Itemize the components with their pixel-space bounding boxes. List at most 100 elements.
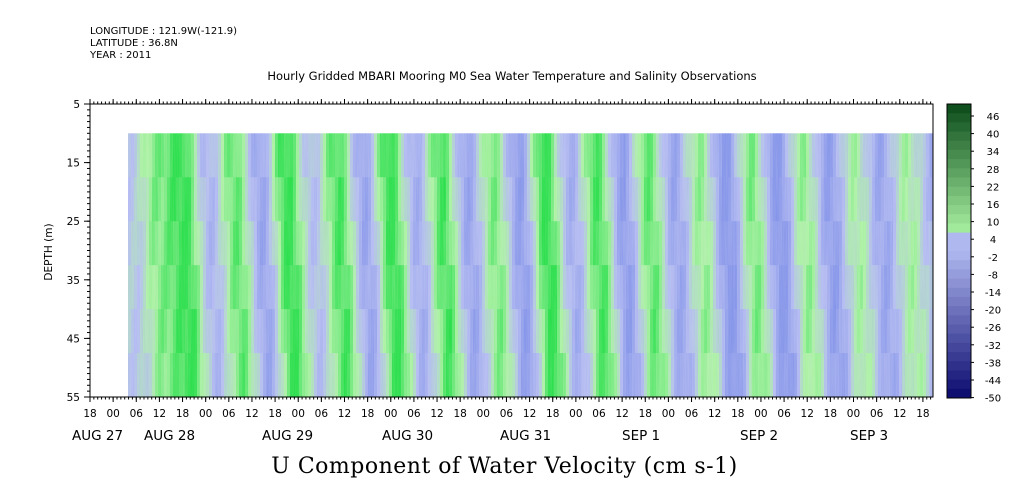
x-tick-label: 00: [847, 408, 860, 420]
x-tick-label: 06: [685, 408, 699, 420]
heatmap-cell: [929, 309, 933, 354]
colorbar-label: -32: [985, 341, 1001, 352]
colorbar-label: -44: [985, 376, 1001, 387]
x-tick-label: 18: [176, 408, 189, 420]
colorbar-segment: [947, 232, 971, 243]
colorbar-label: 28: [987, 165, 1000, 176]
x-tick-label: 00: [292, 408, 305, 420]
colorbar-label: 10: [987, 218, 1000, 229]
x-tick-label: 00: [477, 408, 490, 420]
x-axis-title: U Component of Water Velocity (cm s-1): [271, 454, 738, 479]
colorbar-segment: [947, 296, 971, 307]
heatmap-cell: [929, 221, 933, 266]
x-tick-label: 06: [130, 408, 144, 420]
year-label: YEAR : 2011: [90, 50, 152, 61]
colorbar-frame: [946, 103, 972, 399]
x-tick-label: 18: [731, 408, 744, 420]
colorbar-label: -8: [988, 270, 998, 281]
y-tick-label: 5: [73, 99, 80, 111]
y-tick-label: 55: [67, 392, 80, 404]
x-date-label: AUG 30: [382, 428, 433, 444]
colorbar-label: 40: [987, 130, 1000, 141]
colorbar-segment: [947, 388, 971, 399]
x-tick-label: 12: [245, 408, 258, 420]
colorbar-label: -2: [988, 253, 998, 264]
y-tick-label: 35: [67, 275, 80, 287]
x-tick-label: 18: [83, 408, 96, 420]
colorbar-segment: [947, 370, 971, 381]
colorbar-label: 34: [987, 147, 1000, 158]
x-date-label: AUG 28: [144, 428, 195, 444]
y-axis-label: DEPTH (m): [43, 223, 55, 280]
colorbar-segment: [947, 131, 971, 142]
heatmap-cell: [929, 353, 933, 398]
colorbar-label: -20: [985, 306, 1001, 317]
x-tick-label: 00: [384, 408, 397, 420]
x-tick-label: 06: [592, 408, 606, 420]
x-tick-label: 12: [801, 408, 814, 420]
colorbar-segment: [947, 223, 971, 234]
colorbar-segment: [947, 205, 971, 215]
x-date-label: SEP 3: [850, 428, 888, 444]
colorbar-segment: [947, 287, 971, 298]
x-tick-label: 00: [569, 408, 582, 420]
x-tick-label: 12: [523, 408, 536, 420]
x-tick-label: 12: [338, 408, 351, 420]
x-tick-label: 00: [754, 408, 767, 420]
colorbar-segment: [947, 113, 971, 123]
x-tick-label: 18: [916, 408, 929, 420]
colorbar-segment: [947, 352, 971, 362]
colorbar-label: 22: [987, 182, 1000, 193]
colorbar-segment: [947, 159, 971, 169]
colorbar-segment: [947, 379, 971, 390]
colorbar-segment: [947, 306, 971, 316]
x-tick-label: 00: [106, 408, 119, 420]
colorbar-segment: [947, 269, 971, 280]
colorbar-label: -50: [985, 394, 1001, 405]
x-tick-label: 06: [315, 408, 329, 420]
x-tick-label: 06: [870, 408, 884, 420]
colorbar-segment: [947, 260, 971, 270]
colorbar-label: -14: [985, 288, 1001, 299]
x-tick-label: 18: [361, 408, 374, 420]
x-tick-label: 06: [777, 408, 791, 420]
x-tick-label: 06: [222, 408, 236, 420]
x-tick-label: 06: [500, 408, 514, 420]
colorbar-segment: [947, 214, 971, 224]
colorbar-segment: [947, 168, 971, 178]
heatmap-cell: [929, 265, 933, 310]
longitude-label: LONGITUDE : 121.9W(-121.9): [90, 26, 237, 37]
x-date-label: AUG 27: [72, 428, 123, 444]
x-date-label: SEP 1: [622, 428, 660, 444]
x-tick-label: 18: [453, 408, 466, 420]
colorbar-segment: [947, 342, 971, 353]
heatmap-cell: [929, 133, 933, 178]
colorbar-label: -38: [985, 358, 1001, 369]
colorbar-segment: [947, 140, 971, 151]
y-tick-label: 45: [67, 333, 80, 345]
colorbar-segment: [947, 333, 971, 344]
colorbar-segment: [947, 149, 971, 160]
colorbar: 46 40 34 28 22 16 10 4 -2 -8 -14 -20 -26 -32 -38 -44 -50: [946, 103, 1001, 405]
colorbar-segment: [947, 315, 971, 325]
latitude-label: LATITUDE : 36.8N: [90, 38, 178, 49]
x-tick-label: 12: [708, 408, 721, 420]
heatmap-cell: [929, 177, 933, 222]
heatmap-texture: [128, 133, 930, 398]
x-tick-label: 00: [199, 408, 212, 420]
chart-title: Hourly Gridded MBARI Mooring M0 Sea Wate…: [267, 69, 756, 83]
x-tick-label: 18: [824, 408, 837, 420]
x-date-label: SEP 2: [740, 428, 778, 444]
x-date-label: AUG 29: [262, 428, 313, 444]
colorbar-segment: [947, 361, 971, 371]
colorbar-segment: [947, 195, 971, 206]
colorbar-segment: [947, 278, 971, 289]
colorbar-label: -26: [985, 323, 1001, 334]
x-tick-label: 12: [893, 408, 906, 420]
x-tick-label: 18: [639, 408, 652, 420]
x-date-label: AUG 31: [500, 428, 551, 444]
colorbar-segment: [947, 104, 971, 114]
colorbar-segment: [947, 251, 971, 261]
